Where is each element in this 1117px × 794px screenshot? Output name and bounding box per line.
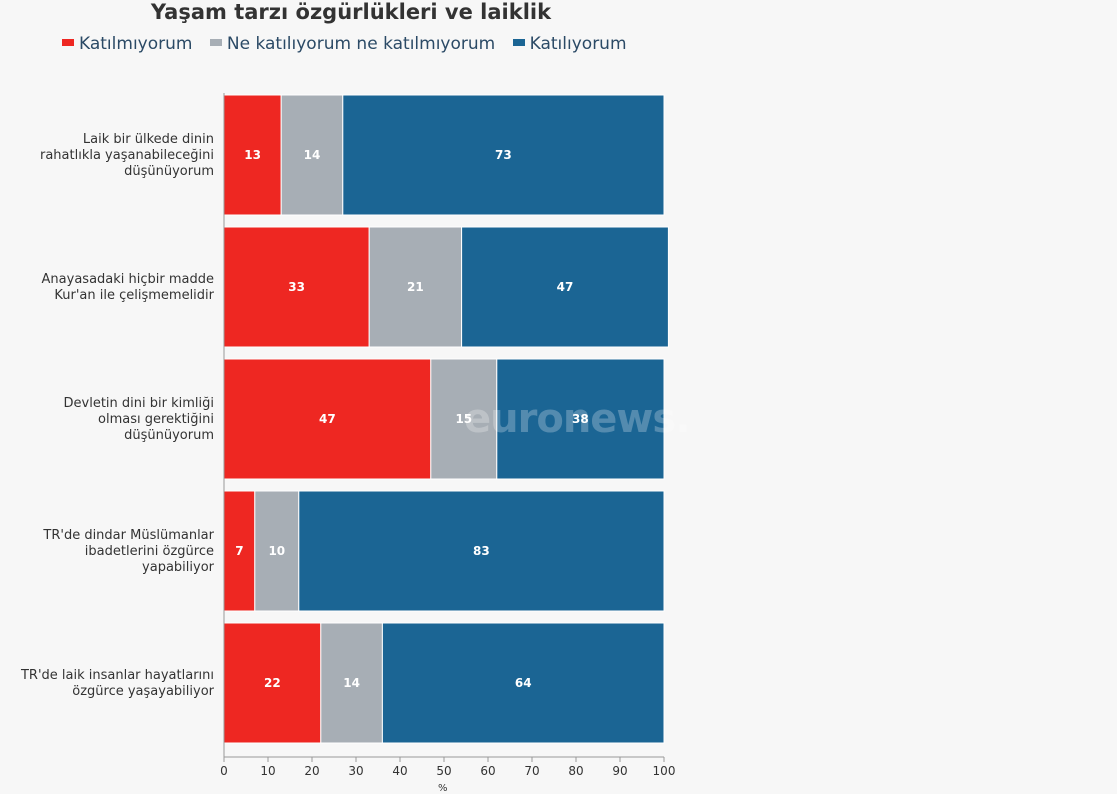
bar-label-1-2: 47 <box>557 280 574 294</box>
legend-label-neutral: Ne katılıyorum ne katılmıyorum <box>226 34 496 54</box>
legend-label-disagree: Katılmıyorum <box>79 34 193 54</box>
x-tick-label-5: 50 <box>436 764 451 778</box>
category-label-0-1: rahatlıkla yaşanabileceğini <box>40 148 214 163</box>
bar-label-2-2: 38 <box>572 412 589 426</box>
bar-4-0 <box>223 622 322 744</box>
category-label-1-0: Anayasadaki hiçbir madde <box>42 272 214 287</box>
category-label-3-0: TR'de dindar Müslümanlar <box>42 528 214 543</box>
legend-item-disagree[interactable]: Katılmıyorum <box>62 34 192 54</box>
bar-3-0 <box>223 490 256 612</box>
category-label-4-1: özgürce yaşayabiliyor <box>72 684 214 699</box>
bar-3-1 <box>254 490 300 612</box>
legend-swatch-disagree <box>62 39 74 46</box>
bar-label-3-0: 7 <box>235 544 243 558</box>
bar-2-2 <box>496 358 665 480</box>
bar-label-2-0: 47 <box>319 412 336 426</box>
bar-1-1 <box>368 226 463 348</box>
bar-label-1-0: 33 <box>288 280 305 294</box>
bar-label-4-0: 22 <box>264 676 281 690</box>
bar-2-1 <box>430 358 498 480</box>
category-label-3-1: ibadetlerini özgürce <box>85 544 214 559</box>
bar-label-0-1: 14 <box>304 148 321 162</box>
legend-item-agree[interactable]: Katılıyorum <box>512 34 627 54</box>
bar-1-0 <box>223 226 370 348</box>
bar-label-4-1: 14 <box>343 676 360 690</box>
legend-swatch-neutral <box>209 39 222 46</box>
legend-swatch-agree <box>512 39 525 46</box>
category-label-2-1: olması gerektiğini <box>98 412 214 427</box>
category-label-4-0: TR'de laik insanlar hayatlarını <box>20 668 214 683</box>
category-label-2-2: düşünüyorum <box>124 428 214 443</box>
x-tick-label-4: 40 <box>392 764 407 778</box>
bar-2-0 <box>223 358 432 480</box>
bar-3-2 <box>298 490 665 612</box>
bar-4-1 <box>320 622 383 744</box>
bar-1-2 <box>461 226 669 348</box>
chart-title: Yaşam tarzı özgürlükleri ve laiklik <box>150 0 552 24</box>
x-tick-label-1: 10 <box>260 764 275 778</box>
bar-label-1-1: 21 <box>407 280 424 294</box>
x-axis-label: % <box>438 783 448 794</box>
legend-item-neutral[interactable]: Ne katılıyorum ne katılmıyorum <box>209 34 496 54</box>
x-tick-label-6: 60 <box>480 764 495 778</box>
x-tick-label-3: 30 <box>348 764 363 778</box>
x-tick-label-10: 100 <box>653 764 676 778</box>
legend: Katılmıyorum Ne katılıyorum ne katılmıyo… <box>62 34 639 54</box>
x-tick-label-8: 80 <box>568 764 583 778</box>
bar-4-2 <box>381 622 665 744</box>
category-label-0-2: düşünüyorum <box>124 164 214 179</box>
category-label-1-1: Kur'an ile çelişmemelidir <box>54 288 214 303</box>
x-tick-label-7: 70 <box>524 764 539 778</box>
x-tick-label-2: 20 <box>304 764 319 778</box>
x-tick-label-0: 0 <box>220 764 228 778</box>
category-label-2-0: Devletin dini bir kimliği <box>64 396 214 411</box>
bar-label-3-2: 83 <box>473 544 490 558</box>
category-label-3-2: yapabiliyor <box>142 560 215 575</box>
x-tick-label-9: 90 <box>612 764 627 778</box>
bar-label-3-1: 10 <box>268 544 285 558</box>
legend-label-agree: Katılıyorum <box>529 34 627 54</box>
bar-label-2-1: 15 <box>455 412 472 426</box>
bar-0-2 <box>342 94 665 216</box>
bar-label-0-2: 73 <box>495 148 512 162</box>
bar-label-4-2: 64 <box>515 676 532 690</box>
category-label-0-0: Laik bir ülkede dinin <box>83 132 214 147</box>
bar-label-0-0: 13 <box>244 148 261 162</box>
bar-0-1 <box>280 94 344 216</box>
euronews-watermark: euronews. <box>464 396 690 442</box>
